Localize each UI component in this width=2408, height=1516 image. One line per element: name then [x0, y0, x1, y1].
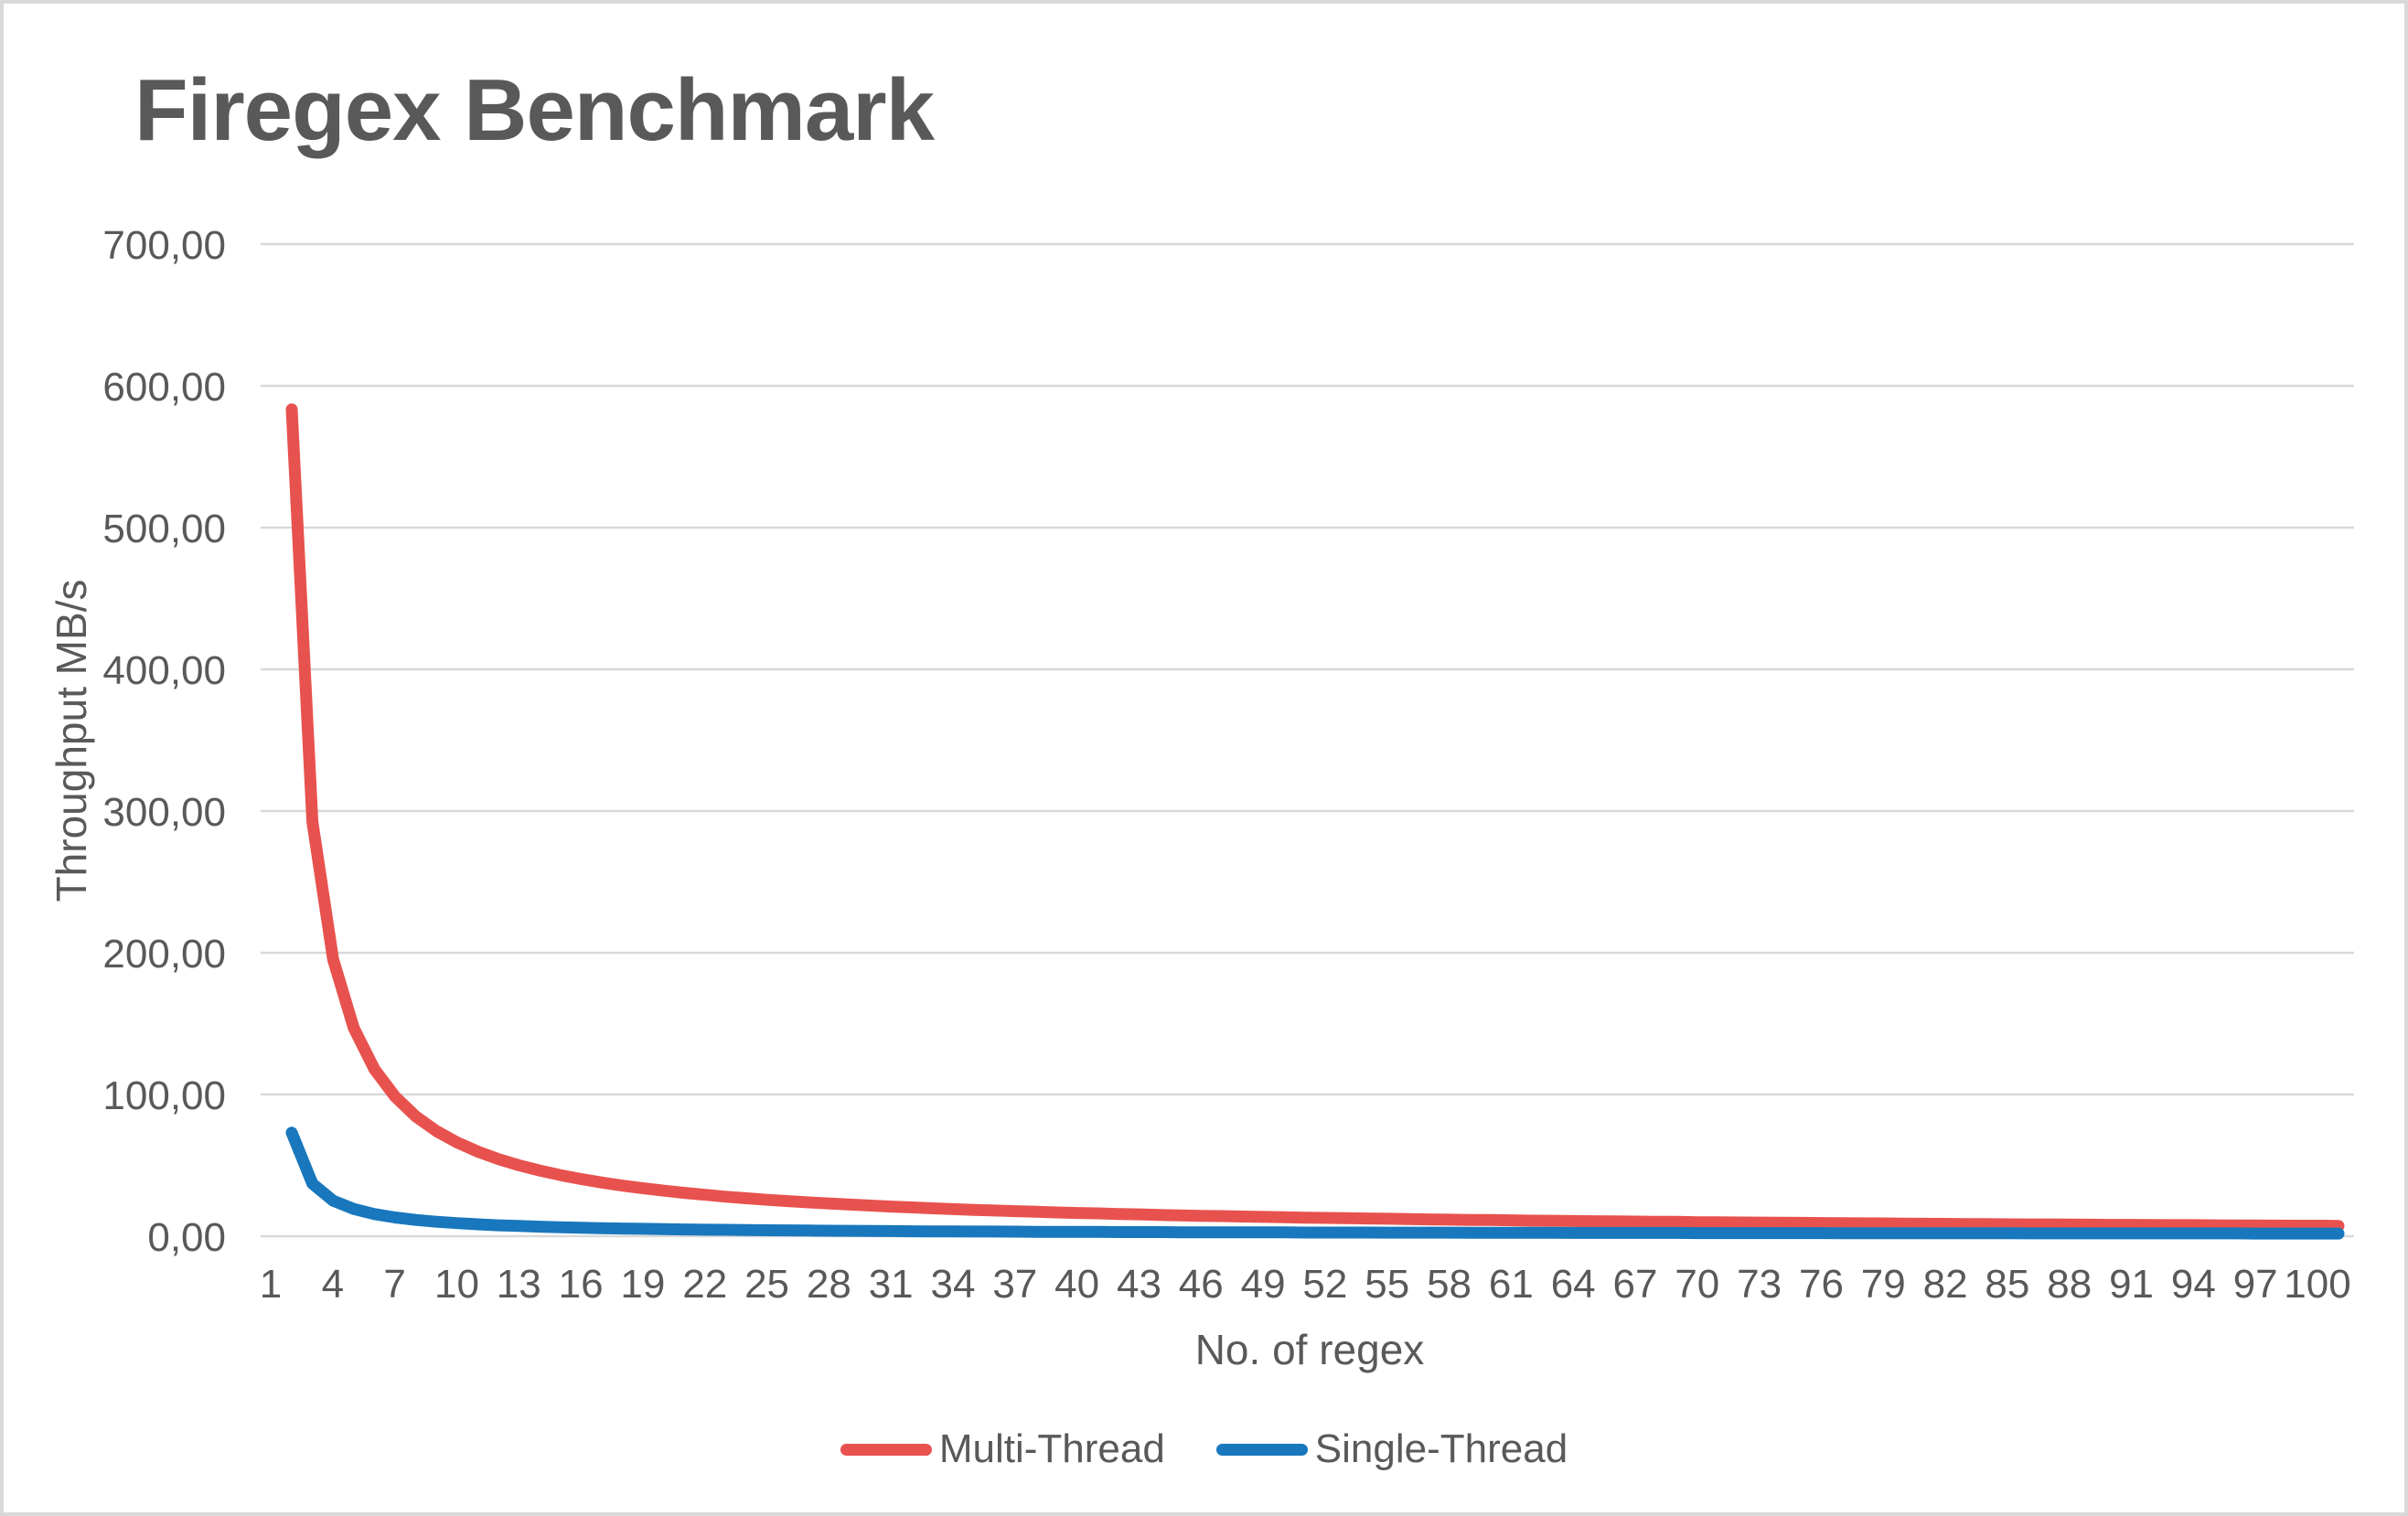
x-tick-label: 70 [1675, 1262, 1719, 1307]
x-tick-label: 46 [1179, 1262, 1224, 1307]
y-tick-label: 0,00 [147, 1215, 226, 1260]
x-tick-label: 10 [434, 1262, 479, 1307]
chart-legend: Multi-Thread Single-Thread [4, 1426, 2404, 1472]
legend-item-single-thread: Single-Thread [1215, 1426, 1568, 1472]
legend-swatch-multi-thread [840, 1443, 932, 1456]
x-tick-label: 85 [1985, 1262, 2029, 1307]
x-tick-label: 73 [1737, 1262, 1782, 1307]
gridlines [261, 242, 2354, 1238]
x-tick-label: 88 [2047, 1262, 2092, 1307]
x-tick-label: 25 [744, 1262, 789, 1307]
x-tick-label: 22 [682, 1262, 727, 1307]
series-line-single-thread [285, 1126, 2345, 1240]
x-tick-label: 91 [2109, 1262, 2154, 1307]
y-tick-label: 300,00 [102, 790, 226, 835]
y-tick-label: 500,00 [102, 507, 226, 551]
y-axis-tick-labels: 700,00 600,00 500,00 400,00 300,00 200,00 100,… [102, 223, 226, 1260]
x-tick-label: 64 [1551, 1262, 1596, 1307]
x-tick-label: 82 [1923, 1262, 1968, 1307]
x-tick-label: 7 [383, 1262, 405, 1307]
x-tick-label: 94 [2171, 1262, 2216, 1307]
x-axis-title: No. of regex [1195, 1326, 1425, 1373]
plot-area: 700,00600,00500,00400,00300,00200,00100,… [48, 223, 2354, 1373]
x-tick-label: 55 [1365, 1262, 1409, 1307]
x-tick-label: 61 [1489, 1262, 1534, 1307]
x-tick-label: 49 [1241, 1262, 1286, 1307]
x-tick-label: 28 [807, 1262, 851, 1307]
x-tick-label: 1 [260, 1262, 282, 1307]
x-tick-label: 58 [1427, 1262, 1472, 1307]
series-lines [285, 403, 2345, 1240]
x-tick-label: 19 [620, 1262, 665, 1307]
x-tick-label: 16 [559, 1262, 604, 1307]
x-tick-label: 4 [322, 1262, 344, 1307]
x-tick-label: 13 [497, 1262, 541, 1307]
x-tick-label: 67 [1613, 1262, 1658, 1307]
x-tick-label: 100 [2284, 1262, 2350, 1307]
series-line-multi-thread [285, 403, 2345, 1233]
y-tick-label: 700,00 [102, 223, 226, 268]
chart-title: Firegex Benchmark [134, 61, 935, 159]
x-axis-tick-labels: 1 4 7 10 13 16 19 22 25 28 31 34 37 40 43 46 49 52 55 58 61 6… [260, 1262, 2351, 1307]
x-tick-label: 52 [1302, 1262, 1347, 1307]
x-tick-label: 40 [1054, 1262, 1099, 1307]
x-tick-label: 31 [869, 1262, 914, 1307]
y-tick-label: 200,00 [102, 932, 226, 977]
x-tick-label: 97 [2233, 1262, 2278, 1307]
y-tick-label: 600,00 [102, 365, 226, 410]
x-tick-label: 37 [992, 1262, 1037, 1307]
legend-label-single-thread: Single-Thread [1314, 1426, 1568, 1471]
x-tick-label: 34 [931, 1262, 976, 1307]
y-tick-label: 400,00 [102, 648, 226, 693]
legend-label-multi-thread: Multi-Thread [938, 1426, 1165, 1471]
x-tick-label: 79 [1861, 1262, 1906, 1307]
x-tick-label: 76 [1799, 1262, 1844, 1307]
y-tick-label: 100,00 [102, 1073, 226, 1118]
y-axis-title: Throughput MB/s [48, 580, 95, 902]
legend-item-multi-thread: Multi-Thread [840, 1426, 1165, 1472]
legend-swatch-single-thread [1215, 1443, 1308, 1456]
x-tick-label: 43 [1117, 1262, 1161, 1307]
